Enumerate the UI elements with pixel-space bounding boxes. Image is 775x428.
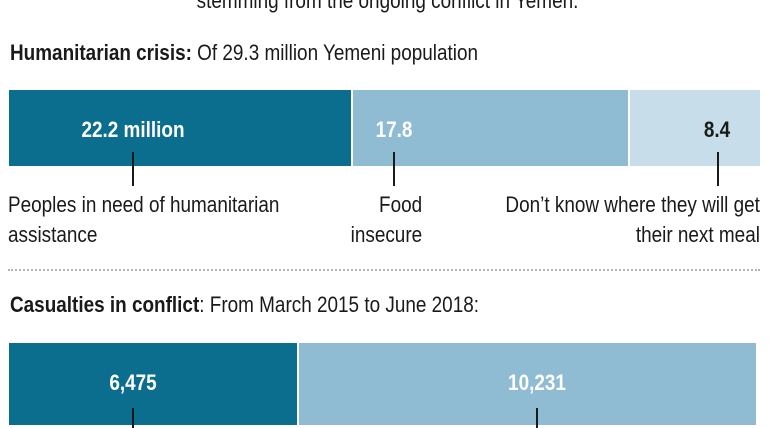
- value-label-need: 22.2 million: [81, 117, 185, 142]
- casualties-title-rest: : From March 2015 to June 2018:: [199, 292, 480, 317]
- bar-segment-need: [9, 90, 352, 166]
- bar-segment-meal: [629, 90, 760, 166]
- bar-segment-b: [298, 343, 756, 425]
- category-label-meal: Don’t know where they will get their nex…: [506, 190, 760, 250]
- humanitarian-bar-chart: 22.2 million 17.8 8.4: [9, 90, 760, 166]
- category-label-need-line2: assistance: [8, 222, 98, 247]
- value-label-meal: 8.4: [703, 117, 731, 142]
- category-label-meal-line2: their next meal: [635, 222, 760, 247]
- section-divider: [8, 269, 760, 271]
- bar-segment-food: [353, 90, 628, 166]
- category-label-need-line1: Peoples in need of humanitarian: [8, 192, 280, 217]
- category-label-need: Peoples in need of humanitarian assistan…: [8, 190, 279, 250]
- bar-segment-a: [9, 343, 297, 425]
- casualties-bar-chart: 6,475 10,231: [9, 343, 756, 425]
- value-label-food: 17.8: [375, 117, 413, 142]
- tick-meal: [717, 152, 719, 186]
- category-label-food: Food insecure: [350, 190, 422, 250]
- tick-a: [132, 408, 134, 428]
- humanitarian-title: Humanitarian crisis: Of 29.3 million Yem…: [10, 40, 478, 66]
- casualties-title: Casualties in conflict: From March 2015 …: [10, 292, 479, 318]
- category-label-food-line1: Food: [378, 192, 422, 217]
- category-label-food-line2: insecure: [350, 222, 422, 247]
- humanitarian-title-bold: Humanitarian crisis:: [10, 40, 192, 65]
- casualties-title-bold: Casualties in conflict: [10, 292, 200, 317]
- humanitarian-title-rest: Of 29.3 million Yemeni population: [191, 40, 479, 65]
- value-label-a: 6,475: [109, 370, 157, 395]
- tick-food: [393, 152, 395, 186]
- category-label-meal-line1: Don’t know where they will get: [505, 192, 760, 217]
- tick-b: [536, 408, 538, 428]
- tick-need: [132, 152, 134, 186]
- value-label-b: 10,231: [508, 370, 566, 395]
- header-note: stemming from the ongoing conflict in Ye…: [196, 0, 579, 13]
